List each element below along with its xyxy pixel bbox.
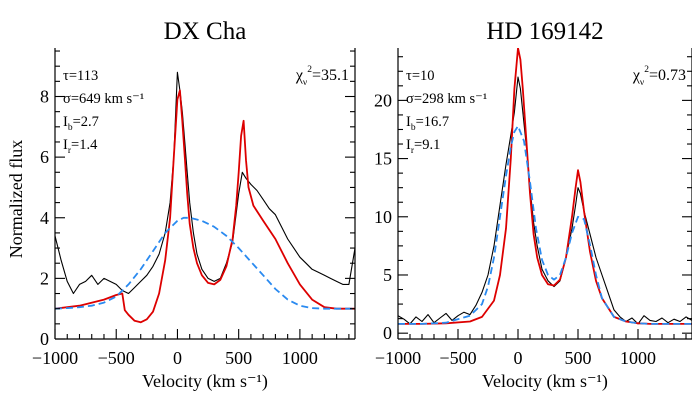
x-tick-label: −500 bbox=[98, 348, 135, 368]
chi-superscript: 2 bbox=[644, 65, 649, 75]
annotation-tau: τ=113 bbox=[63, 68, 98, 84]
x-axis-label: Velocity (km s⁻¹) bbox=[142, 371, 268, 392]
annotation-ib-subscript: b bbox=[411, 123, 416, 133]
y-tick-label: 0 bbox=[40, 329, 49, 349]
annotation-ir-value: =1.4 bbox=[71, 137, 98, 153]
observed-spectrum-line bbox=[55, 71, 355, 295]
annotation-ir-subscript: r bbox=[68, 146, 72, 156]
model-fit-line bbox=[55, 89, 355, 324]
annotation-chi-square: χν 2=0.73 bbox=[632, 65, 686, 88]
series-group bbox=[398, 48, 692, 325]
annotation-ir-value: =9.1 bbox=[414, 137, 440, 153]
x-tick-label: −1000 bbox=[375, 348, 421, 368]
y-tick-label: 20 bbox=[374, 90, 392, 110]
annotation-chi-square: χν 2=35.1 bbox=[295, 65, 349, 88]
y-tick-label: 5 bbox=[383, 265, 392, 285]
x-axis-label: Velocity (km s⁻¹) bbox=[482, 371, 608, 392]
x-tick-label: 1000 bbox=[620, 348, 656, 368]
annotation-ib: Ib=2.7 bbox=[63, 114, 99, 133]
y-tick-label: 4 bbox=[40, 208, 49, 228]
y-tick-label: 6 bbox=[40, 147, 49, 167]
annotation-ib-value: =16.7 bbox=[416, 114, 450, 130]
annotation-ir-base: I bbox=[63, 137, 68, 153]
annotation-tau: τ=10 bbox=[406, 68, 435, 84]
x-tick-label: 1000 bbox=[282, 348, 318, 368]
series-group bbox=[55, 71, 355, 324]
chart-title: DX Cha bbox=[164, 18, 247, 45]
annotation-ib-base: I bbox=[63, 114, 68, 130]
chi-subscript: ν bbox=[303, 78, 308, 88]
observed-spectrum-line bbox=[398, 76, 692, 325]
chi-symbol: χ bbox=[295, 67, 304, 84]
panel-hd-169142: HD 169142 −1000 −500 0 500 1000 0 5 10 15 20 Veloci… bbox=[374, 18, 692, 392]
chi-subscript: ν bbox=[640, 78, 645, 88]
chi-superscript: 2 bbox=[307, 65, 312, 75]
model-dashed-line bbox=[55, 216, 355, 310]
annotation-ib-value: =2.7 bbox=[73, 114, 99, 130]
annotation-ir: Ir=1.4 bbox=[63, 137, 98, 156]
annotation-ir-subscript: r bbox=[411, 146, 415, 156]
x-tick-label: 0 bbox=[173, 348, 182, 368]
annotation-ib: Ib=16.7 bbox=[406, 114, 449, 133]
y-tick-label: 2 bbox=[40, 268, 49, 288]
annotation-sigma: σ=649 km s⁻¹ bbox=[63, 91, 144, 107]
y-tick-label: 8 bbox=[40, 87, 49, 107]
x-tick-label: 0 bbox=[514, 348, 523, 368]
chart-title: HD 169142 bbox=[486, 18, 603, 45]
x-tick-label: 500 bbox=[225, 348, 252, 368]
chi-symbol: χ bbox=[632, 67, 641, 84]
model-dashed-line bbox=[398, 125, 692, 325]
x-tick-label: −500 bbox=[439, 348, 476, 368]
model-fit-line bbox=[398, 48, 692, 325]
y-axis-label: Normalized flux bbox=[6, 140, 26, 258]
y-tick-label: 10 bbox=[374, 207, 392, 227]
chi-value: =0.73 bbox=[649, 67, 686, 84]
y-tick-label: 15 bbox=[374, 149, 392, 169]
annotation-ib-base: I bbox=[406, 114, 411, 130]
panel-dx-cha: DX Cha −1000 −500 0 500 1000 0 2 4 6 8 Velocity (km… bbox=[32, 18, 356, 392]
x-tick-label: 500 bbox=[565, 348, 592, 368]
x-tick-label: −1000 bbox=[32, 348, 78, 368]
annotation-ir: Ir=9.1 bbox=[406, 137, 440, 156]
chi-value: =35.1 bbox=[312, 67, 349, 84]
y-tick-label: 0 bbox=[383, 323, 392, 343]
annotation-sigma: σ=298 km s⁻¹ bbox=[406, 91, 487, 107]
annotation-ir-base: I bbox=[406, 137, 411, 153]
annotation-ib-subscript: b bbox=[68, 123, 73, 133]
